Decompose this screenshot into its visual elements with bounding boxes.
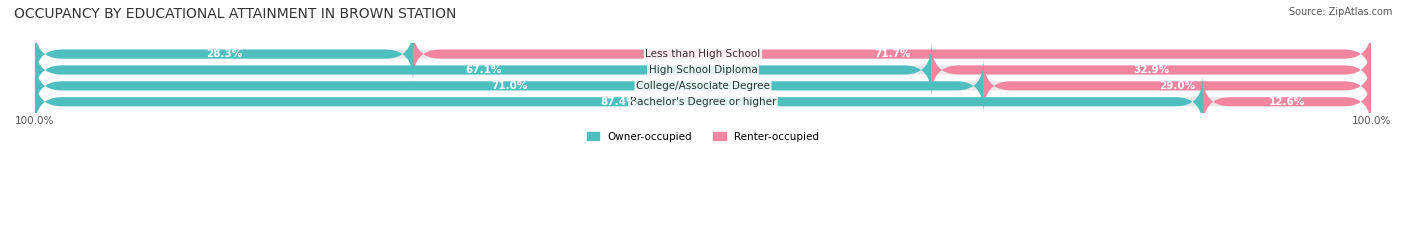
FancyBboxPatch shape [35,59,984,113]
Text: Source: ZipAtlas.com: Source: ZipAtlas.com [1288,7,1392,17]
FancyBboxPatch shape [35,75,1204,129]
FancyBboxPatch shape [35,75,1371,129]
Legend: Owner-occupied, Renter-occupied: Owner-occupied, Renter-occupied [582,128,824,146]
Text: Bachelor's Degree or higher: Bachelor's Degree or higher [630,97,776,107]
Text: 29.0%: 29.0% [1160,81,1195,91]
FancyBboxPatch shape [35,43,932,97]
Text: 12.6%: 12.6% [1270,97,1305,107]
Text: OCCUPANCY BY EDUCATIONAL ATTAINMENT IN BROWN STATION: OCCUPANCY BY EDUCATIONAL ATTAINMENT IN B… [14,7,457,21]
FancyBboxPatch shape [35,59,1371,113]
Text: 28.3%: 28.3% [205,49,242,59]
Text: 71.0%: 71.0% [491,81,527,91]
Text: High School Diploma: High School Diploma [648,65,758,75]
Text: College/Associate Degree: College/Associate Degree [636,81,770,91]
Text: 71.7%: 71.7% [875,49,910,59]
Text: 67.1%: 67.1% [465,65,502,75]
Text: Less than High School: Less than High School [645,49,761,59]
FancyBboxPatch shape [931,43,1371,97]
FancyBboxPatch shape [1202,75,1371,129]
Text: 87.4%: 87.4% [600,97,637,107]
FancyBboxPatch shape [984,59,1371,113]
FancyBboxPatch shape [35,27,1371,81]
FancyBboxPatch shape [413,27,1371,81]
FancyBboxPatch shape [35,27,413,81]
Text: 32.9%: 32.9% [1133,65,1170,75]
FancyBboxPatch shape [35,43,1371,97]
